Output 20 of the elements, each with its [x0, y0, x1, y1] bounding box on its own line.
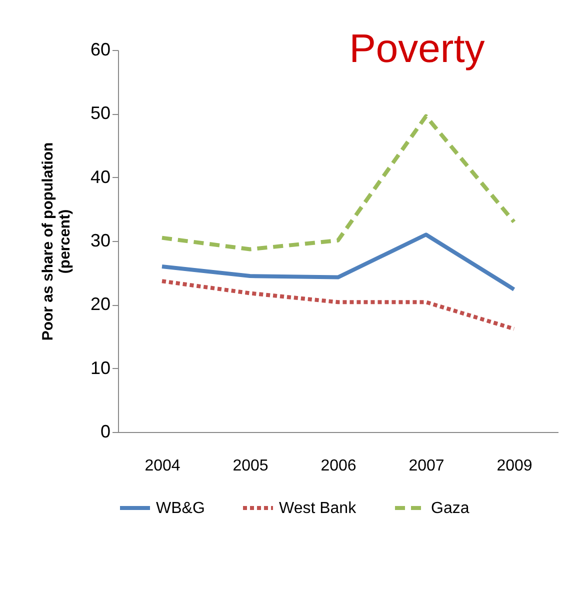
legend-label: Gaza	[431, 500, 470, 517]
chart-title: Poverty	[349, 27, 485, 71]
y-tick-label: 20	[90, 294, 110, 314]
x-tick-label: 2009	[496, 458, 532, 474]
legend-label: West Bank	[279, 500, 358, 517]
legend-label: WB&G	[156, 500, 205, 517]
x-tick-label: 2006	[320, 458, 356, 474]
line-series	[160, 114, 516, 252]
y-tick-label: 40	[90, 166, 110, 187]
x-tick-label: 2007	[408, 458, 444, 474]
y-tick-label: 50	[90, 103, 110, 124]
y-tick-label: 10	[90, 358, 110, 378]
line-series	[160, 279, 516, 331]
x-tick-label: 2004	[144, 458, 180, 474]
x-tick-label: 2005	[232, 458, 268, 474]
y-tick-label: 60	[90, 40, 110, 60]
y-tick-label: 0	[100, 422, 110, 442]
y-tick-label: 30	[90, 230, 110, 250]
line-series	[160, 232, 516, 292]
y-axis-title: Poor as share of population (percent)	[39, 142, 74, 341]
